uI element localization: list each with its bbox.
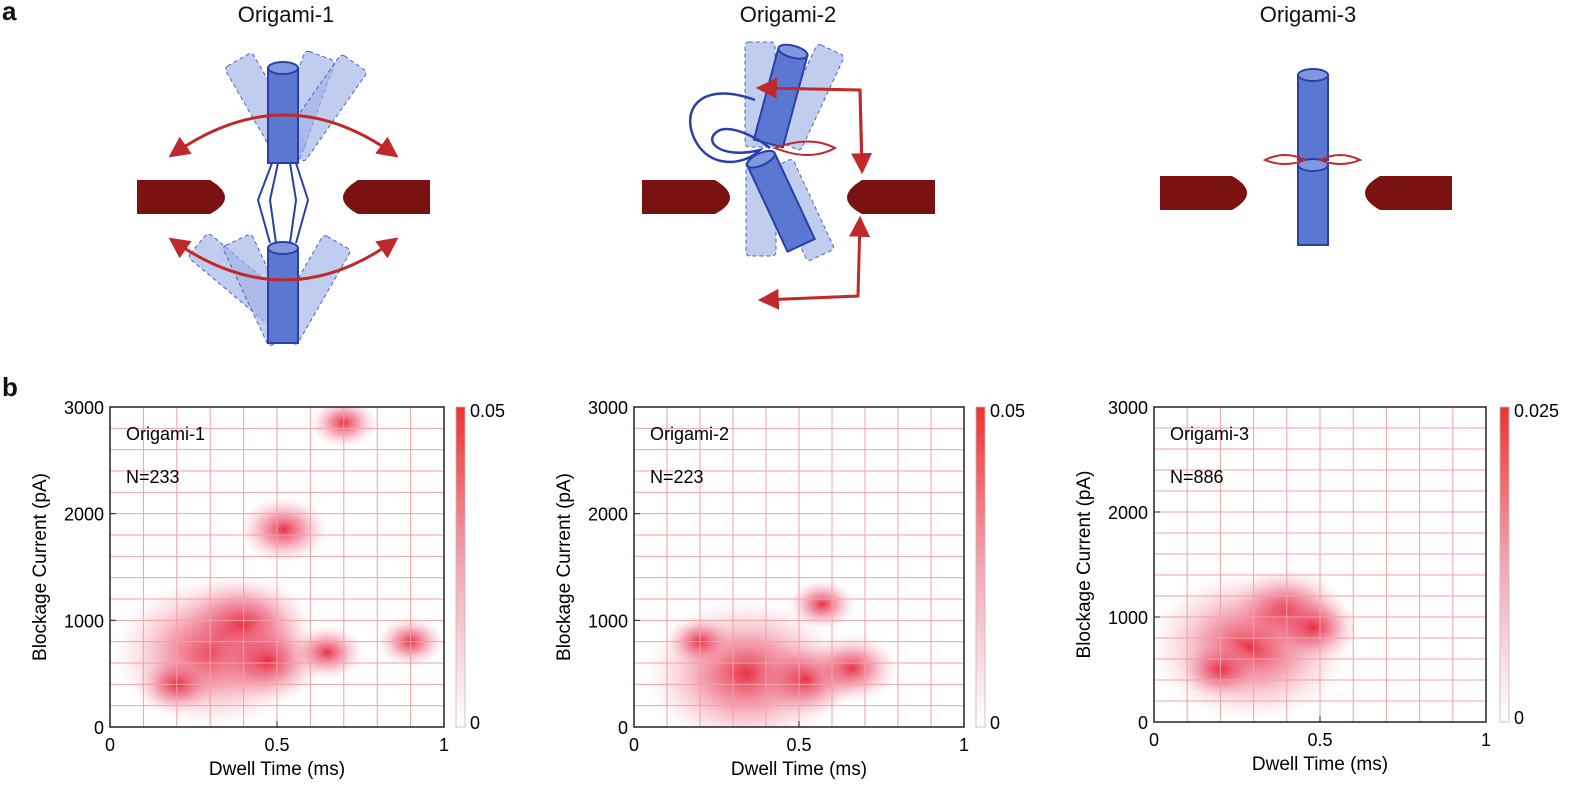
x-axis-label: Dwell Time (ms) xyxy=(731,759,867,780)
x-tick-label: 1 xyxy=(959,735,969,755)
colorbar-min-label: 0 xyxy=(990,713,1000,733)
diagram-title-origami-1: Origami-1 xyxy=(237,2,335,27)
heatmap-origami-3: 0 0.5 1 0 1000 2000 3000 Dwell Time (ms) Blockag… xyxy=(1074,398,1559,775)
annotation-count: N=223 xyxy=(650,467,704,487)
y-axis-label: Blockage Current (pA) xyxy=(30,473,51,661)
y-tick-label: 2000 xyxy=(1108,503,1148,523)
y-tick-label: 1000 xyxy=(1108,608,1148,628)
y-tick-label: 0 xyxy=(1138,713,1148,733)
y-axis-label: Blockage Current (pA) xyxy=(1074,471,1095,659)
diagram-title-origami-3: Origami-3 xyxy=(1259,2,1357,27)
x-axis-label: Dwell Time (ms) xyxy=(209,759,345,780)
y-tick-label: 3000 xyxy=(588,398,628,418)
colorbar-min-label: 0 xyxy=(1514,708,1524,728)
colorbar-min-label: 0 xyxy=(470,713,480,733)
y-tick-label: 3000 xyxy=(64,398,104,418)
x-tick-label: 0 xyxy=(105,735,115,755)
y-tick-label: 1000 xyxy=(64,611,104,631)
x-axis-label: Dwell Time (ms) xyxy=(1252,754,1388,775)
y-tick-label: 2000 xyxy=(64,505,104,525)
x-tick-label: 1 xyxy=(1481,730,1491,750)
y-tick-label: 2000 xyxy=(588,505,628,525)
y-tick-label: 3000 xyxy=(1108,398,1148,418)
x-tick-label: 0 xyxy=(1149,730,1159,750)
annotation-count: N=233 xyxy=(126,467,180,487)
x-tick-label: 0.5 xyxy=(1307,730,1332,750)
heat-blob xyxy=(788,579,856,630)
colorbar xyxy=(455,406,466,728)
annotation-name: Origami-2 xyxy=(650,424,729,444)
colorbar-max-label: 0.025 xyxy=(1514,401,1559,421)
x-tick-label: 0.5 xyxy=(786,735,811,755)
x-tick-label: 0.5 xyxy=(264,735,289,755)
grid xyxy=(1154,407,1486,722)
heat-blobs xyxy=(645,579,899,727)
annotation-name: Origami-1 xyxy=(126,424,205,444)
panel-a-label: a xyxy=(2,0,17,26)
colorbar xyxy=(975,406,986,728)
y-axis-label: Blockage Current (pA) xyxy=(554,473,575,661)
heatmap-origami-1: 0 0.5 1 0 1000 2000 3000 Dwell Time (ms) Blockag… xyxy=(30,398,505,780)
heat-blob xyxy=(290,625,364,680)
heat-blob xyxy=(238,496,329,563)
y-tick-label: 1000 xyxy=(588,611,628,631)
heat-blob xyxy=(805,633,899,703)
y-tick-label: 0 xyxy=(618,718,628,738)
x-tick-label: 1 xyxy=(439,735,449,755)
colorbar-max-label: 0.05 xyxy=(470,401,505,421)
grid xyxy=(110,407,444,727)
origami-2-schematic xyxy=(642,41,935,310)
origami-1-schematic xyxy=(137,50,430,346)
grid xyxy=(634,407,964,727)
schematics xyxy=(137,41,1452,346)
heatmap-origami-2: 0 0.5 1 0 1000 2000 3000 Dwell Time (ms) Blockag… xyxy=(554,398,1025,780)
colorbar-max-label: 0.05 xyxy=(990,401,1025,421)
heat-blobs xyxy=(112,407,444,727)
colorbar xyxy=(1499,406,1510,723)
heat-blobs xyxy=(1154,567,1360,722)
annotation-count: N=886 xyxy=(1170,467,1224,487)
y-tick-label: 0 xyxy=(94,718,104,738)
heat-blob xyxy=(1266,593,1360,662)
origami-3-schematic xyxy=(1160,68,1452,246)
x-tick-label: 0 xyxy=(629,735,639,755)
diagram-title-origami-2: Origami-2 xyxy=(739,2,837,27)
panel-b-label: b xyxy=(2,372,18,402)
annotation-name: Origami-3 xyxy=(1170,424,1249,444)
